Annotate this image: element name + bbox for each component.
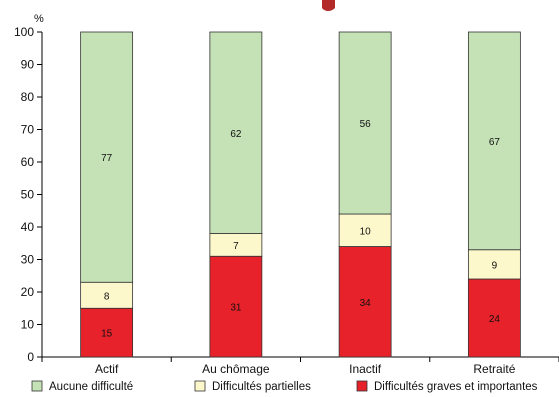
data-label: 62 xyxy=(230,129,242,140)
bar-segment xyxy=(338,246,392,358)
y-tick-label: 100 xyxy=(14,25,34,39)
y-tick-label: 70 xyxy=(21,123,35,137)
y-tick-label: 50 xyxy=(21,188,35,202)
data-label: 9 xyxy=(492,260,498,271)
bar-segment xyxy=(467,278,521,358)
y-tick-label: 10 xyxy=(21,318,35,332)
y-axis-unit: % xyxy=(34,13,44,25)
y-tick-label: 30 xyxy=(21,253,35,267)
plot-area: 0 10 20 30 40 50 60 70 80 90 100 15 8 77 Actif 31 7 62 Au … xyxy=(14,25,559,376)
y-tick-label: 60 xyxy=(21,155,35,169)
legend-swatch xyxy=(356,380,368,392)
bar-segment xyxy=(209,255,263,358)
data-label: 31 xyxy=(230,303,242,314)
data-label: 56 xyxy=(360,119,372,130)
data-label: 34 xyxy=(360,298,372,309)
data-label: 67 xyxy=(489,137,501,148)
data-label: 7 xyxy=(233,241,239,252)
y-tick-label: 80 xyxy=(21,90,35,104)
bar-segment xyxy=(338,213,392,247)
y-tick-label: 0 xyxy=(27,350,34,364)
data-label: 24 xyxy=(489,314,501,325)
data-label: 77 xyxy=(101,153,113,164)
bar-segment xyxy=(80,307,134,358)
bar-segment xyxy=(80,31,134,283)
x-category-label: Retraité xyxy=(473,362,515,376)
legend-label: Difficultés graves et importantes xyxy=(374,381,538,393)
y-tick-label: 40 xyxy=(21,220,35,234)
data-label: 10 xyxy=(360,226,372,237)
legend: Aucune difficulté Difficultés partielles D… xyxy=(31,380,538,393)
legend-label: Aucune difficulté xyxy=(49,381,133,393)
legend-swatch xyxy=(31,380,43,392)
bar-segment xyxy=(209,31,263,234)
data-label: 8 xyxy=(104,291,110,302)
y-tick-label: 90 xyxy=(21,58,35,72)
bar-segment xyxy=(467,31,521,251)
x-category-label: Actif xyxy=(95,362,119,376)
legend-label: Difficultés partielles xyxy=(212,381,311,393)
y-tick-label: 20 xyxy=(21,285,35,299)
bar-segment xyxy=(80,281,134,309)
legend-swatch xyxy=(194,380,206,392)
x-category-label: Au chômage xyxy=(202,362,270,376)
data-label: 15 xyxy=(101,329,113,340)
x-category-label: Inactif xyxy=(349,362,382,376)
bar-segment xyxy=(467,249,521,280)
bar-segment xyxy=(338,31,392,215)
clipped-title-fragment xyxy=(322,0,335,11)
